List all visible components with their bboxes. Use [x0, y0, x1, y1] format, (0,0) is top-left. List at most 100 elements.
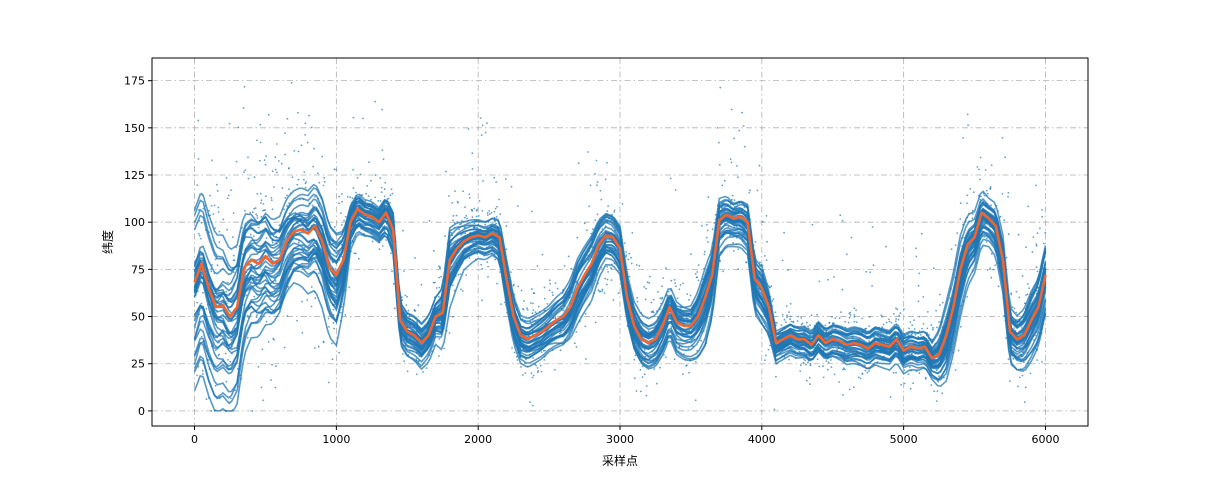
y-tick-label: 150 [124, 122, 145, 135]
scatter-point [932, 359, 935, 361]
scatter-point [554, 316, 557, 319]
scatter-point [596, 184, 598, 187]
scatter-point [365, 228, 368, 231]
scatter-point [838, 317, 841, 319]
scatter-point [1004, 156, 1007, 159]
scatter-point [204, 209, 207, 212]
scatter-point [933, 349, 936, 352]
scatter-point [205, 213, 208, 216]
scatter-point [722, 235, 724, 238]
scatter-point [954, 276, 956, 279]
scatter-point [217, 206, 220, 209]
scatter-point [456, 200, 459, 203]
scatter-point [1003, 314, 1006, 317]
scatter-point [379, 177, 382, 180]
scatter-point [606, 265, 609, 268]
scatter-point [479, 232, 482, 235]
scatter-point [994, 217, 997, 220]
scatter-point [688, 371, 690, 374]
scatter-point [476, 226, 478, 229]
scatter-point [1014, 320, 1016, 323]
scatter-point [636, 300, 639, 303]
scatter-point [467, 220, 469, 222]
scatter-point [703, 267, 705, 270]
scatter-point [225, 295, 228, 297]
scatter-point [281, 187, 284, 190]
scatter-point [1027, 205, 1030, 208]
scatter-point [515, 303, 517, 306]
scatter-point [868, 316, 871, 318]
scatter-point [1035, 184, 1037, 187]
scatter-point [813, 334, 816, 337]
scatter-point [760, 265, 762, 268]
scatter-point [601, 290, 604, 292]
scatter-point [435, 312, 437, 315]
scatter-point [750, 234, 753, 237]
scatter-point [279, 301, 282, 304]
scatter-point [695, 361, 697, 363]
scatter-point [219, 335, 222, 337]
scatter-point [286, 117, 289, 120]
scatter-point [445, 329, 448, 332]
scatter-point [233, 259, 236, 262]
scatter-point [785, 321, 787, 324]
scatter-point [978, 168, 980, 171]
scatter-point [303, 178, 305, 181]
scatter-point [569, 296, 571, 299]
scatter-point [539, 364, 542, 367]
scatter-point [321, 248, 323, 251]
scatter-point [302, 227, 304, 230]
scatter-point [824, 324, 827, 327]
scatter-point [925, 376, 927, 379]
scatter-point [387, 197, 390, 200]
scatter-point [885, 342, 888, 345]
scatter-point [696, 349, 698, 352]
scatter-point [892, 371, 895, 374]
scatter-point [232, 236, 234, 239]
scatter-point [1007, 358, 1010, 361]
scatter-point [675, 285, 677, 288]
scatter-point [254, 207, 257, 209]
scatter-point [670, 289, 672, 292]
scatter-point [932, 328, 934, 331]
scatter-point [475, 209, 478, 212]
scatter-point [246, 314, 249, 317]
scatter-point [313, 244, 316, 247]
scatter-point [808, 376, 811, 379]
scatter-point [809, 334, 811, 337]
scatter-point [498, 256, 501, 258]
scatter-point [651, 350, 654, 353]
scatter-point [659, 297, 662, 300]
scatter-point [787, 332, 789, 335]
scatter-point [1041, 215, 1044, 218]
scatter-point [654, 358, 657, 360]
scatter-point [411, 350, 414, 353]
scatter-point [997, 210, 999, 212]
scatter-point [225, 177, 228, 179]
scatter-point [1021, 374, 1024, 377]
scatter-point [505, 248, 508, 251]
scatter-point [499, 213, 502, 216]
scatter-point [460, 288, 462, 291]
scatter-point [794, 350, 796, 353]
scatter-point [801, 343, 804, 346]
scatter-point [474, 248, 476, 251]
scatter-point [647, 330, 650, 333]
scatter-point [828, 322, 831, 324]
scatter-point [1035, 331, 1038, 334]
scatter-point [1040, 332, 1043, 335]
scatter-point [441, 293, 444, 296]
scatter-point [532, 319, 534, 321]
scatter-point [954, 262, 957, 264]
scatter-point [661, 296, 664, 299]
scatter-point [894, 320, 897, 323]
scatter-point [438, 276, 440, 279]
scatter-point [856, 350, 858, 352]
scatter-point [198, 234, 201, 237]
scatter-point [507, 270, 510, 273]
scatter-point [860, 333, 863, 335]
scatter-point [355, 191, 357, 194]
scatter-point [683, 353, 685, 355]
scatter-point [738, 202, 741, 205]
scatter-point [1011, 306, 1014, 309]
